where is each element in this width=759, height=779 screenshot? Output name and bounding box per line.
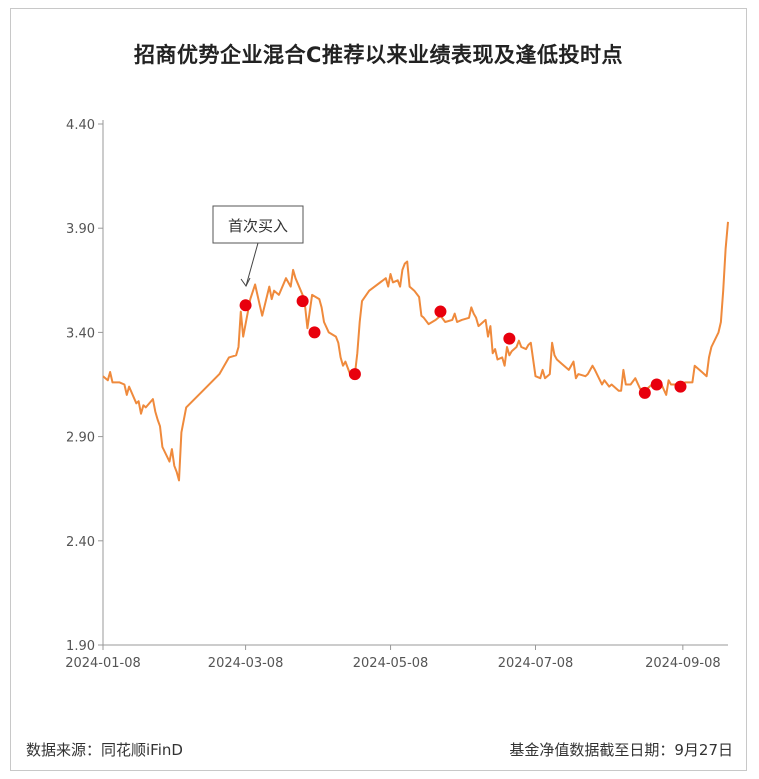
y-tick-label: 2.90 bbox=[66, 431, 95, 446]
buy-point-marker bbox=[650, 378, 663, 391]
x-tick-label: 2024-09-08 bbox=[645, 656, 721, 671]
buy-point-marker bbox=[638, 386, 651, 399]
y-tick-label: 3.90 bbox=[66, 222, 95, 237]
callout-label: 首次买入 bbox=[228, 217, 288, 235]
buy-point-marker bbox=[503, 332, 516, 345]
y-tick-label: 3.40 bbox=[66, 326, 95, 341]
buy-point-marker bbox=[434, 305, 447, 318]
nav-series-line bbox=[102, 221, 729, 482]
y-tick-label: 4.40 bbox=[66, 118, 95, 133]
buy-point-marker bbox=[239, 299, 252, 312]
x-tick-label: 2024-05-08 bbox=[353, 656, 429, 671]
buy-point-marker bbox=[308, 326, 321, 339]
first-buy-callout: 首次买入 bbox=[212, 205, 304, 287]
buy-point-marker bbox=[674, 380, 687, 393]
callout-arrowhead bbox=[240, 277, 251, 287]
buy-point-marker bbox=[296, 295, 309, 308]
buy-point-marker bbox=[348, 368, 361, 381]
y-tick-label: 1.90 bbox=[66, 639, 95, 654]
data-source: 数据来源：同花顺iFinD bbox=[26, 741, 183, 759]
data-cutoff-date: 基金净值数据截至日期：9月27日 bbox=[509, 741, 733, 759]
x-tick-label: 2024-07-08 bbox=[498, 656, 574, 671]
x-tick-label: 2024-01-08 bbox=[65, 656, 141, 671]
chart-axes: 1.90 2.40 2.90 3.40 3.90 4.40 2024-01-08 2024-0… bbox=[65, 118, 728, 671]
callout-arrow bbox=[245, 242, 259, 287]
chart-frame: 招商优势企业混合C推荐以来业绩表现及逢低投时点 bbox=[10, 8, 747, 771]
x-tick-label: 2024-03-08 bbox=[208, 656, 284, 671]
plot-area bbox=[102, 221, 729, 482]
y-tick-label: 2.40 bbox=[66, 535, 95, 550]
chart-title: 招商优势企业混合C推荐以来业绩表现及逢低投时点 bbox=[134, 43, 623, 67]
